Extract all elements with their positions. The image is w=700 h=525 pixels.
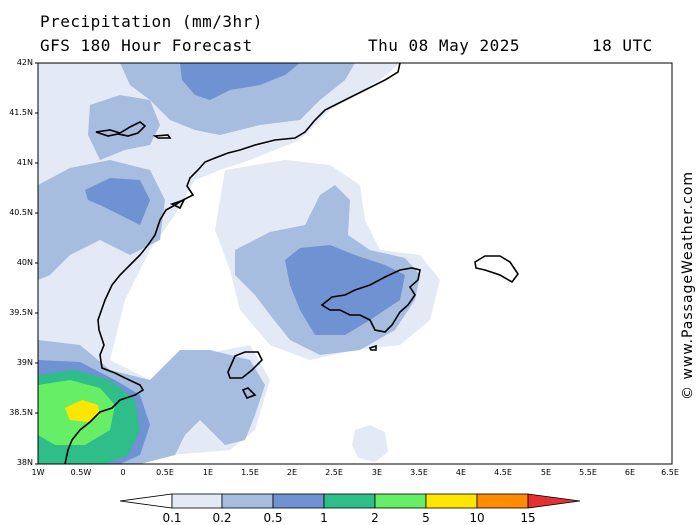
- lon-label: 0.5E: [156, 468, 174, 477]
- precip-band-mid: [88, 95, 160, 160]
- colorbar-bin: [272, 493, 325, 509]
- colorbar-label: 0.1: [162, 511, 182, 525]
- colorbar-label: 10: [469, 511, 485, 525]
- precip-band-light: [38, 63, 400, 464]
- lon-label: 1E: [202, 468, 214, 477]
- precip-fields: [38, 63, 672, 464]
- colorbar-label: 15: [520, 511, 536, 525]
- colorbar: [119, 493, 581, 509]
- lon-label: 1.5E: [241, 468, 259, 477]
- formentera-coast: [241, 387, 257, 400]
- lat-label: 39.5N: [9, 308, 33, 317]
- lon-label: 5E: [540, 468, 552, 477]
- colorbar-label: 0.2: [212, 511, 232, 525]
- colorbar-label: 0.5: [263, 511, 283, 525]
- lon-label: 0: [120, 468, 126, 477]
- chart-title: Precipitation (mm/3hr): [40, 12, 263, 31]
- mallorca-coast: [320, 267, 421, 333]
- lon-label: 4E: [455, 468, 467, 477]
- lon-label: 3E: [371, 468, 383, 477]
- lat-label: 39N: [16, 358, 33, 367]
- lat-label: 38N: [16, 458, 33, 467]
- lat-label: 38.5N: [9, 408, 33, 417]
- cabrera-coast: [368, 344, 377, 351]
- colorbar-bin: [425, 493, 478, 509]
- lat-label: 42N: [16, 58, 33, 67]
- colorbar-bin: [221, 493, 274, 509]
- menorca-coast: [474, 255, 519, 284]
- precip-band-light: [352, 425, 388, 462]
- forecast-time: 18 UTC: [592, 36, 653, 55]
- colorbar-min-arrow: [119, 493, 173, 509]
- forecast-date: Thu 08 May 2025: [368, 36, 520, 55]
- lat-label: 40N: [16, 258, 33, 267]
- precip-band-dark: [180, 63, 300, 100]
- colorbar-max-arrow: [527, 493, 581, 509]
- watermark-text: © www.PassageWeather.com: [680, 170, 696, 400]
- lon-label: 3.5E: [410, 468, 428, 477]
- lon-label: 0.5W: [70, 468, 92, 477]
- colorbar-bin: [171, 493, 223, 509]
- lat-label: 40.5N: [9, 208, 33, 217]
- colorbar-label: 5: [422, 511, 430, 525]
- lon-label: 5.5E: [579, 468, 597, 477]
- colorbar-bin: [476, 493, 529, 509]
- ibiza-coast: [227, 351, 263, 379]
- colorbar-label: 1: [320, 511, 328, 525]
- colorbar-label: 2: [371, 511, 379, 525]
- coastlines: [64, 63, 519, 464]
- precip-band-mid: [120, 63, 355, 135]
- lon-label: 4.5E: [494, 468, 512, 477]
- lon-label: 1W: [31, 468, 45, 477]
- lon-label: 6.5E: [661, 468, 679, 477]
- coast-fragment: [152, 134, 172, 139]
- lon-label: 6E: [624, 468, 636, 477]
- axis-ticks: [35, 62, 38, 465]
- lat-label: 41N: [16, 158, 33, 167]
- lat-label: 41.5N: [9, 108, 33, 117]
- colorbar-bin: [323, 493, 376, 509]
- precip-band-dark: [285, 245, 405, 335]
- colorbar-bin: [374, 493, 427, 509]
- lon-label: 2.5E: [325, 468, 343, 477]
- ebro-delta: [169, 198, 186, 210]
- chart-subtitle: GFS 180 Hour Forecast: [40, 36, 253, 55]
- columbretes-coast: [95, 121, 147, 137]
- precip-band-yellow: [65, 400, 100, 422]
- lon-label: 2E: [286, 468, 298, 477]
- precip-band-dark: [85, 178, 150, 225]
- spain-coast: [64, 63, 401, 464]
